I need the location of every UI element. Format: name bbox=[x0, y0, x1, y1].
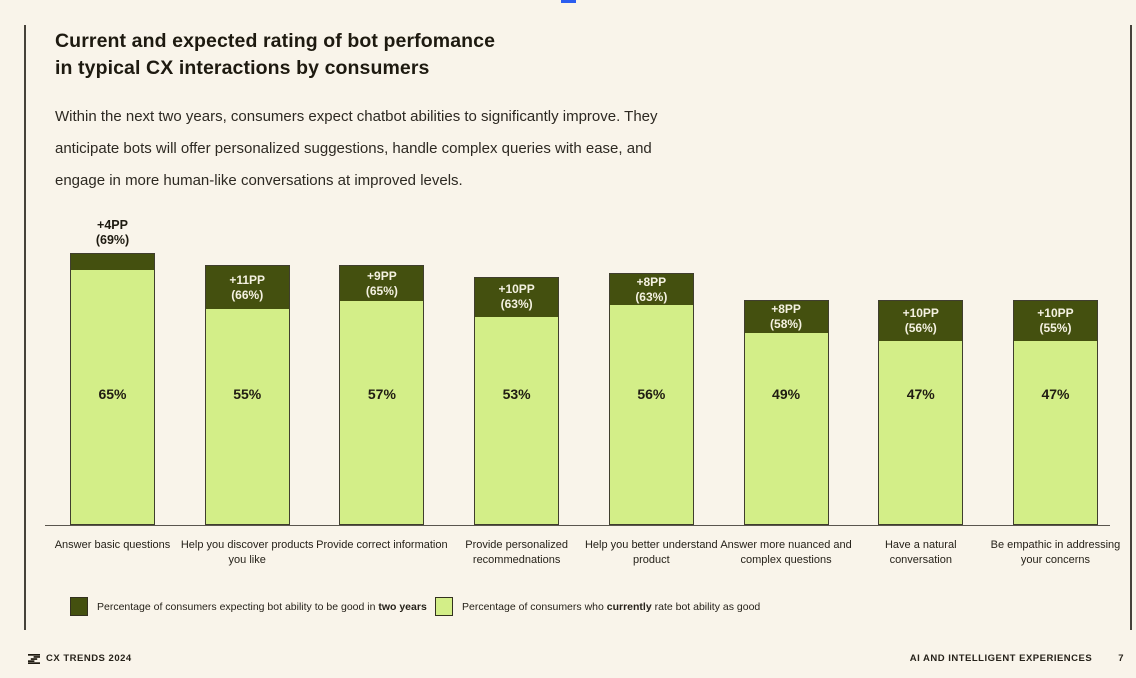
bar-group: +10PP (56%) 47% Have a natural conversation bbox=[878, 300, 964, 566]
bar-current-value: 65% bbox=[98, 385, 127, 402]
bar-category-label: Be empathic in addressing your concerns bbox=[990, 538, 1121, 566]
footer-section: AI AND INTELLIGENT EXPERIENCES 7 bbox=[910, 653, 1124, 664]
bar-gain-label: +8PP bbox=[771, 302, 801, 317]
bar-category-label: Provide personalized recommednations bbox=[465, 538, 568, 566]
right-rule-line bbox=[1130, 25, 1132, 630]
bar-category-label: Answer basic questions bbox=[54, 538, 171, 551]
bar-total-label: (63%) bbox=[500, 297, 533, 312]
bar-total-label: (63%) bbox=[635, 289, 668, 304]
x-axis-line bbox=[45, 525, 1110, 526]
bar-gain-label: +11PP bbox=[229, 272, 266, 287]
bar-segment-expected: +10PP (56%) bbox=[879, 301, 963, 341]
chart-legend: Percentage of consumers expecting bot ab… bbox=[0, 597, 1136, 619]
zendesk-logo-icon bbox=[28, 653, 40, 664]
bar-category-label: Answer more nuanced and complex question… bbox=[720, 538, 852, 566]
bar-total-label: (69%) bbox=[95, 233, 130, 248]
bar-segment-expected: +9PP (65%) bbox=[340, 265, 424, 302]
legend-swatch-current bbox=[435, 597, 453, 616]
top-blue-dash bbox=[561, 0, 576, 3]
bar-current-value: 55% bbox=[233, 385, 262, 402]
bar-gain-label: +10PP bbox=[498, 282, 535, 297]
legend-item-current: Percentage of consumers who currently ra… bbox=[435, 597, 760, 616]
bar-group: +8PP (58%) 49% Answer more nuanced and comp… bbox=[720, 300, 852, 566]
footer-brand-label: CX TRENDS 2024 bbox=[46, 653, 132, 664]
legend-item-expected: Percentage of consumers expecting bot ab… bbox=[70, 597, 427, 616]
bar-segment-expected: +10PP (55%) bbox=[1013, 301, 1097, 341]
bar-current-value: 47% bbox=[906, 385, 935, 402]
bar-total-label: (55%) bbox=[1039, 321, 1072, 336]
bar-category-label: Help you discover products you like bbox=[180, 538, 314, 566]
bar-group: +10PP (55%) 47% Be empathic in addressing y… bbox=[991, 300, 1120, 566]
bar-segment-expected: +8PP (58%) bbox=[744, 301, 828, 333]
legend-label-current: Percentage of consumers who currently ra… bbox=[462, 600, 761, 613]
bar-total-label: (56%) bbox=[904, 321, 937, 336]
page-title-line1: Current and expected rating of bot perfo… bbox=[55, 30, 496, 52]
bar-segment-expected: +11PP (66%) bbox=[205, 265, 289, 310]
page-title: Current and expected rating of bot perfo… bbox=[55, 28, 495, 82]
footer-page-number: 7 bbox=[1118, 653, 1124, 664]
footer-brand: CX TRENDS 2024 bbox=[28, 653, 132, 664]
bar-gain-label: +10PP bbox=[902, 306, 939, 321]
bar-total-label: (58%) bbox=[770, 317, 803, 332]
bar-gain-label: +9PP bbox=[367, 268, 397, 283]
page-title-line2: in typical CX interactions by consumers bbox=[55, 57, 430, 79]
bar-segment-expected bbox=[71, 254, 154, 270]
bar-current-value: 57% bbox=[367, 385, 396, 402]
bar-gain-label: +8PP bbox=[636, 274, 667, 289]
bar-current-value: 47% bbox=[1041, 385, 1070, 402]
bar-above-label: +4PP (69%) bbox=[96, 218, 129, 248]
left-rule-line bbox=[24, 25, 26, 630]
page-description: Within the next two years, consumers exp… bbox=[55, 108, 658, 189]
footer-section-label: AI AND INTELLIGENT EXPERIENCES bbox=[909, 653, 1093, 664]
bar-category-label: Have a natural conversation bbox=[884, 538, 957, 566]
page-footer: CX TRENDS 2024 AI AND INTELLIGENT EXPERI… bbox=[0, 651, 1136, 671]
bar-group: +4PP (69%) 65% Answer basic questions bbox=[55, 218, 171, 551]
bar-current-value: 53% bbox=[502, 385, 531, 402]
legend-label-expected: Percentage of consumers expecting bot ab… bbox=[97, 600, 427, 613]
bar-group: +11PP (66%) 55% Help you discover products … bbox=[181, 264, 314, 566]
bar-group: +8PP (63%) 56% Help you better understand p… bbox=[585, 272, 718, 566]
bar-total-label: (65%) bbox=[365, 283, 398, 298]
bar-group: +9PP (65%) 57% Provide correct information bbox=[316, 264, 448, 551]
bar-category-label: Help you better understand product bbox=[584, 538, 718, 566]
legend-swatch-expected bbox=[70, 597, 88, 616]
bar-current-value: 49% bbox=[772, 385, 801, 402]
bar-total-label: (66%) bbox=[231, 287, 264, 302]
bar-category-label: Provide correct information bbox=[316, 538, 448, 551]
bar-group: +10PP (63%) 53% Provide personalized recomm… bbox=[465, 276, 568, 566]
bar-gain-label: +10PP bbox=[1037, 306, 1074, 321]
bar-segment-expected: +10PP (63%) bbox=[475, 277, 559, 318]
bar-current-value: 56% bbox=[637, 385, 666, 402]
bar-segment-expected: +8PP (63%) bbox=[609, 273, 693, 306]
bar-gain-label: +4PP bbox=[97, 218, 128, 233]
